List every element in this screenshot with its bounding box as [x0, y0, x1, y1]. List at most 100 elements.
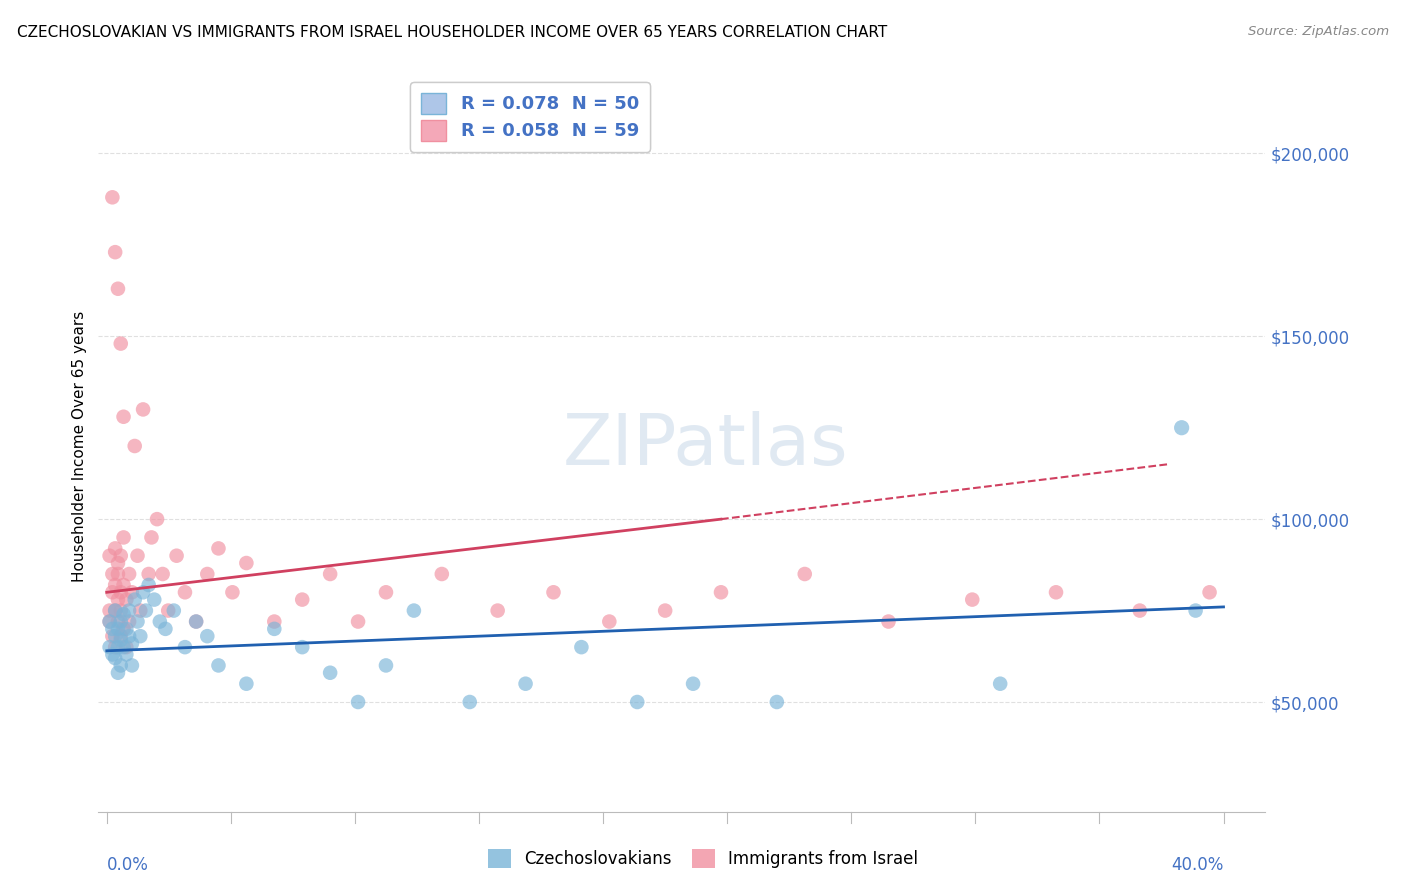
Point [118, 629, 141, 643]
Point [127, 615, 149, 629]
Point [110, 549, 132, 563]
Point [112, 578, 135, 592]
Point [104, 629, 127, 643]
Point [430, 567, 453, 582]
Point [174, 640, 197, 655]
Point [682, 676, 704, 690]
Point [988, 676, 1011, 690]
Point [121, 658, 143, 673]
Point [163, 603, 186, 617]
Point [110, 658, 132, 673]
Point [98, 603, 121, 617]
Point [195, 629, 218, 643]
Point [654, 603, 676, 617]
Text: 0.0%: 0.0% [107, 855, 149, 873]
Legend: Czechoslovakians, Immigrants from Israel: Czechoslovakians, Immigrants from Israel [481, 842, 925, 875]
Point [166, 549, 188, 563]
Point [347, 695, 370, 709]
Point [101, 648, 124, 662]
Point [1184, 603, 1206, 617]
Point [107, 592, 129, 607]
Point [132, 585, 155, 599]
Point [138, 567, 160, 582]
Point [157, 603, 180, 617]
Point [107, 567, 129, 582]
Point [107, 282, 129, 296]
Point [118, 567, 141, 582]
Point [626, 695, 648, 709]
Point [115, 640, 138, 655]
Point [104, 245, 127, 260]
Point [107, 665, 129, 680]
Point [101, 622, 124, 636]
Point [112, 607, 135, 622]
Point [112, 530, 135, 544]
Point [115, 592, 138, 607]
Point [710, 585, 733, 599]
Point [98, 549, 121, 563]
Point [110, 632, 132, 647]
Point [104, 578, 127, 592]
Point [319, 567, 342, 582]
Point [598, 615, 620, 629]
Point [132, 402, 155, 417]
Point [877, 615, 900, 629]
Text: 40.0%: 40.0% [1171, 855, 1223, 873]
Point [101, 629, 124, 643]
Point [110, 603, 132, 617]
Point [112, 409, 135, 424]
Point [104, 640, 127, 655]
Point [129, 629, 152, 643]
Point [112, 622, 135, 636]
Point [458, 695, 481, 709]
Point [146, 512, 169, 526]
Point [118, 615, 141, 629]
Point [107, 622, 129, 636]
Point [101, 190, 124, 204]
Point [112, 640, 135, 655]
Point [375, 585, 398, 599]
Point [152, 567, 174, 582]
Point [221, 585, 243, 599]
Point [143, 592, 166, 607]
Point [107, 615, 129, 629]
Point [110, 336, 132, 351]
Point [110, 615, 132, 629]
Point [101, 567, 124, 582]
Point [98, 615, 121, 629]
Point [107, 640, 129, 655]
Y-axis label: Householder Income Over 65 years: Householder Income Over 65 years [72, 310, 87, 582]
Point [121, 585, 143, 599]
Point [118, 603, 141, 617]
Point [174, 585, 197, 599]
Point [766, 695, 789, 709]
Point [793, 567, 815, 582]
Point [263, 622, 285, 636]
Point [121, 636, 143, 650]
Point [1045, 585, 1067, 599]
Point [101, 585, 124, 599]
Point [98, 615, 121, 629]
Point [571, 640, 593, 655]
Point [184, 615, 207, 629]
Point [263, 615, 285, 629]
Point [1198, 585, 1220, 599]
Point [141, 530, 163, 544]
Point [195, 567, 218, 582]
Point [129, 603, 152, 617]
Point [104, 603, 127, 617]
Point [104, 651, 127, 665]
Point [98, 640, 121, 655]
Legend: R = 0.078  N = 50, R = 0.058  N = 59: R = 0.078 N = 50, R = 0.058 N = 59 [411, 82, 650, 152]
Point [155, 622, 177, 636]
Point [110, 629, 132, 643]
Text: CZECHOSLOVAKIAN VS IMMIGRANTS FROM ISRAEL HOUSEHOLDER INCOME OVER 65 YEARS CORRE: CZECHOSLOVAKIAN VS IMMIGRANTS FROM ISRAE… [17, 25, 887, 40]
Point [107, 556, 129, 570]
Point [402, 603, 425, 617]
Point [291, 640, 314, 655]
Point [347, 615, 370, 629]
Point [515, 676, 537, 690]
Point [1170, 420, 1192, 434]
Point [124, 439, 146, 453]
Point [138, 578, 160, 592]
